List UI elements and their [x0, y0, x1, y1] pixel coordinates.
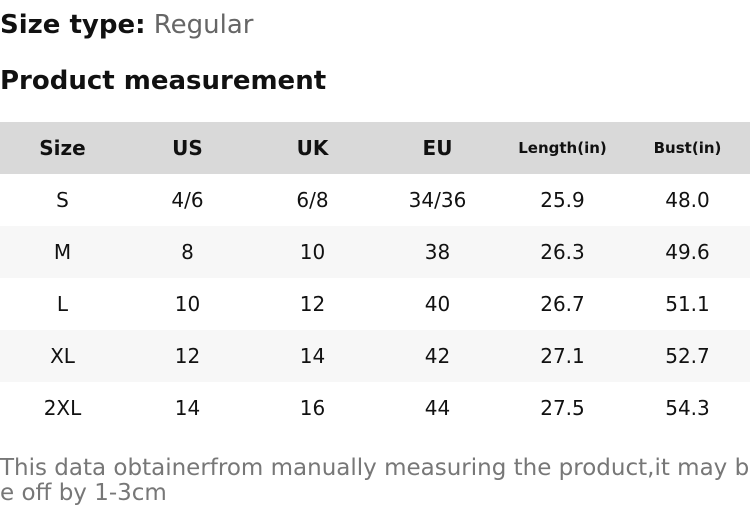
table-row: S 4/6 6/8 34/36 25.9 48.0: [0, 174, 750, 226]
table-cell: 51.1: [665, 292, 710, 316]
table-cell: XL: [0, 330, 125, 382]
column-header: US: [125, 122, 250, 174]
table-cell: 12: [125, 330, 250, 382]
table-cell: 40: [424, 292, 451, 316]
size-type: Size type: Regular: [0, 10, 253, 40]
section-title: Product measurement: [0, 66, 327, 96]
table-cell: 38: [375, 226, 500, 278]
table-cell: 48.0: [665, 188, 710, 212]
table-row: M 8 10 38 26.3 49.6: [0, 226, 750, 278]
table-cell: S: [56, 188, 69, 212]
table-cell: 14: [250, 330, 375, 382]
table-row: L 10 12 40 26.7 51.1: [0, 278, 750, 330]
table-row: XL 12 14 42 27.1 52.7: [0, 330, 750, 382]
table-cell: L: [56, 292, 69, 316]
table-cell: 27.1: [500, 330, 625, 382]
table-cell: 10: [174, 292, 201, 316]
column-header: Bust(in): [625, 122, 750, 174]
table-cell: 27.5: [540, 396, 585, 420]
table-cell: 26.7: [540, 292, 585, 316]
column-header: Length(in): [500, 122, 625, 174]
table-cell: 12: [299, 292, 326, 316]
table-cell: 54.3: [665, 396, 710, 420]
column-header: Size: [0, 122, 125, 174]
size-type-value: Regular: [153, 10, 254, 40]
table-cell: 16: [299, 396, 326, 420]
size-type-label: Size type:: [0, 10, 146, 40]
column-header: UK: [250, 122, 375, 174]
table-cell: M: [0, 226, 125, 278]
table-cell: 14: [174, 396, 201, 420]
table-cell: 25.9: [540, 188, 585, 212]
table-cell: 4/6: [171, 188, 204, 212]
table-row: 2XL 14 16 44 27.5 54.3: [0, 382, 750, 434]
table-cell: 8: [125, 226, 250, 278]
table-cell: 52.7: [625, 330, 750, 382]
table-cell: 42: [375, 330, 500, 382]
table-cell: 34/36: [408, 188, 467, 212]
table-cell: 2XL: [43, 396, 82, 420]
table-cell: 10: [250, 226, 375, 278]
note: This data obtainerfrom manually measurin…: [0, 455, 750, 506]
table-cell: 26.3: [500, 226, 625, 278]
table-cell: 6/8: [296, 188, 329, 212]
header-row: Size US UK EU Length(in) Bust(in): [0, 122, 750, 174]
table-cell: 44: [424, 396, 451, 420]
column-header: EU: [375, 122, 500, 174]
size-table: Size US UK EU Length(in) Bust(in) S 4/6 6/8 34/36…: [0, 122, 750, 434]
table-cell: 49.6: [625, 226, 750, 278]
